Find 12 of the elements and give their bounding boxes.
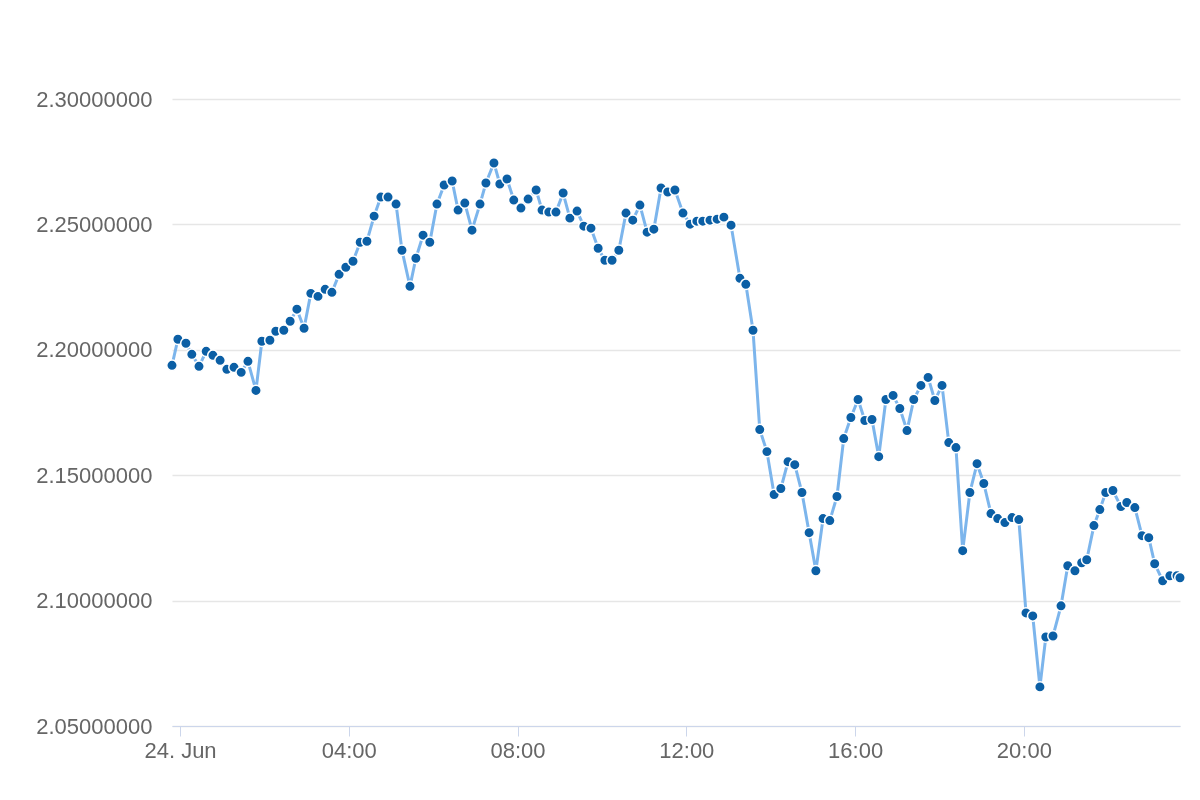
x-tick-label: 24. Jun — [144, 737, 217, 763]
x-tick-label: 20:00 — [996, 737, 1052, 763]
y-tick-label: 2.05000000 — [36, 713, 153, 739]
x-tick-label: 16:00 — [828, 737, 884, 763]
y-tick-label: 2.10000000 — [36, 588, 153, 614]
y-tick-label: 2.30000000 — [36, 86, 153, 112]
y-tick-label: 2.25000000 — [36, 211, 153, 237]
x-tick-label: 12:00 — [659, 737, 715, 763]
x-tick-label: 04:00 — [321, 737, 377, 763]
y-tick-label: 2.15000000 — [36, 462, 153, 488]
y-tick-label: 2.20000000 — [36, 337, 153, 363]
x-tick-label: 08:00 — [490, 737, 546, 763]
